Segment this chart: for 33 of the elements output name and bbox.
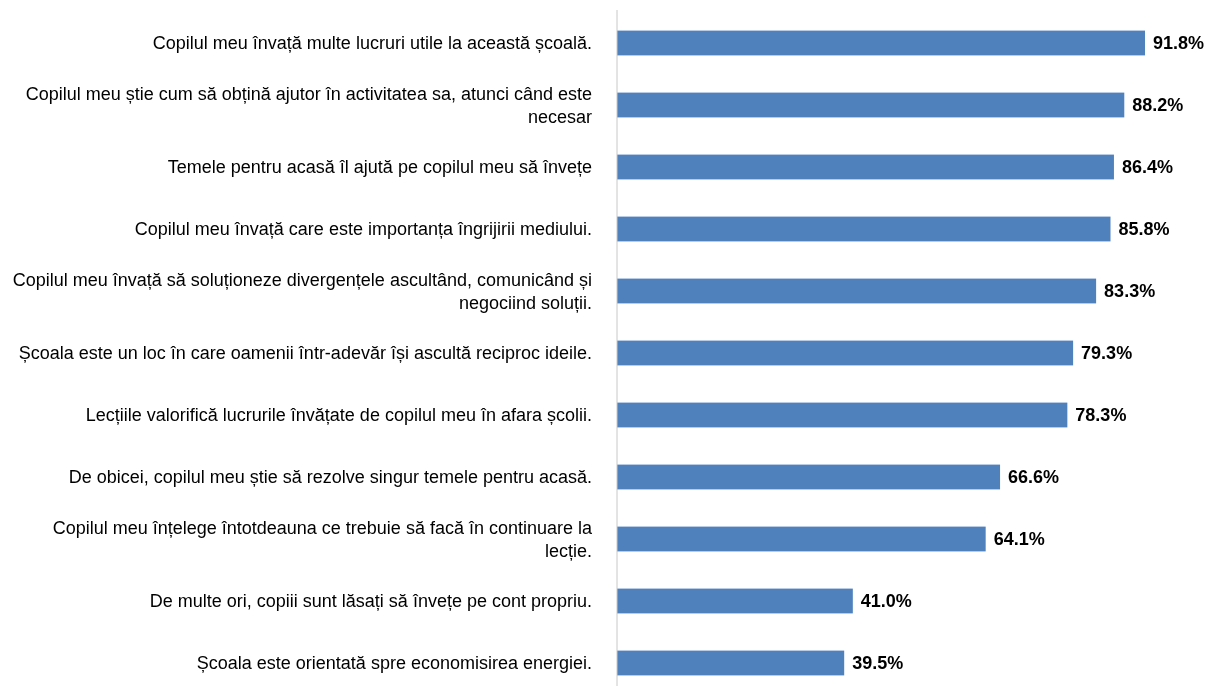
bar [617, 154, 1114, 180]
bar [617, 588, 853, 614]
data-label: 64.1% [993, 529, 1045, 550]
y-tick-label: Copilul meu învață care este importanța îngrijirii mediului. [134, 219, 592, 240]
data-label: 79.3% [1081, 343, 1133, 364]
y-tick-label: Copilul meu învață multe lucruri utile la această școală. [152, 33, 592, 54]
y-tick-label: Copilul meu învață să soluționeze divergențele ascultând, comunicând și negociind soluții. [12, 269, 592, 313]
data-label: 91.8% [1153, 33, 1205, 54]
y-tick-label: Școala este orientată spre economisirea energiei. [196, 653, 592, 674]
data-label: 85.8% [1118, 219, 1170, 240]
y-tick-label: De multe ori, copiii sunt lăsați să învețe pe cont propriu. [149, 591, 592, 612]
data-label: 66.6% [1008, 467, 1060, 488]
data-label: 39.5% [852, 653, 904, 674]
bar [617, 650, 845, 676]
bar [617, 340, 1074, 366]
bar [617, 30, 1145, 56]
bar [617, 278, 1097, 304]
y-tick-label: Școala este un loc în care oamenii într-adevăr își ascultă reciproc ideile. [18, 343, 592, 364]
data-label: 41.0% [860, 591, 912, 612]
data-label: 86.4% [1121, 157, 1173, 178]
data-label: 83.3% [1104, 281, 1156, 302]
bar [617, 92, 1125, 118]
y-tick-label: Lecțiile valorifică lucrurile învățate de copilul meu în afara școlii. [85, 405, 592, 426]
bar [617, 402, 1068, 428]
data-label: 78.3% [1075, 405, 1127, 426]
y-tick-label: Copilul meu știe cum să obțină ajutor în activitatea sa, atunci când este necesar [25, 83, 592, 127]
bar [617, 216, 1111, 242]
y-tick-label: De obicei, copilul meu știe să rezolve singur temele pentru acasă. [68, 467, 592, 488]
data-label: 88.2% [1132, 95, 1184, 116]
y-tick-label: Copilul meu înțelege întotdeauna ce trebuie să facă în continuare la lecție. [52, 517, 593, 561]
y-tick-label: Temele pentru acasă îl ajută pe copilul meu să învețe [167, 157, 592, 178]
bar [617, 526, 986, 552]
bar [617, 464, 1001, 490]
